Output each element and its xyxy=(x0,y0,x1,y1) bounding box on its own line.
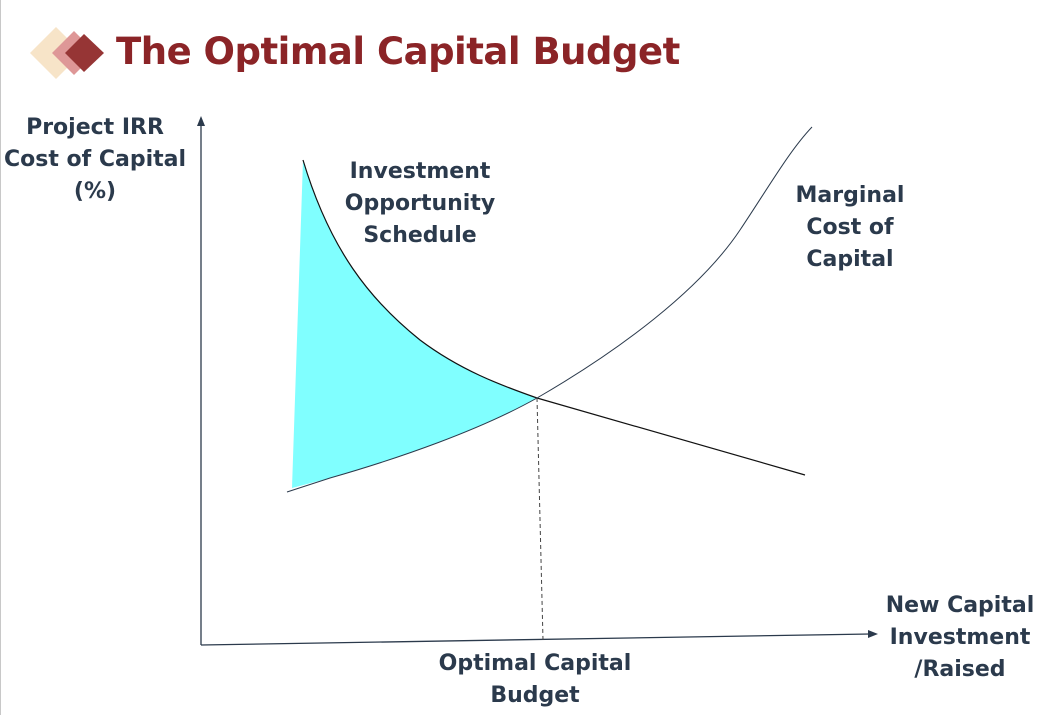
logo-icon xyxy=(30,27,104,79)
y-axis-label: Project IRR Cost of Capital (%) xyxy=(3,115,187,204)
x-axis-label: New Capital Investment /Raised xyxy=(885,593,1035,682)
y-axis-arrow-icon xyxy=(197,116,205,126)
x-axis-arrow-icon xyxy=(868,630,878,638)
marginal-cost-curve xyxy=(286,126,813,493)
surplus-area xyxy=(292,160,537,488)
optimal-budget-line xyxy=(536,397,544,641)
mcc-label: Marginal Cost of Capital xyxy=(795,183,905,272)
investment-opportunity-curve xyxy=(302,159,806,476)
slide-edge xyxy=(0,0,1,715)
page-title: The Optimal Capital Budget xyxy=(116,30,680,73)
x-axis xyxy=(200,633,871,646)
optimal-budget-label: Optimal Capital Budget xyxy=(438,651,632,708)
ios-label: Investment Opportunity Schedule xyxy=(344,159,496,248)
